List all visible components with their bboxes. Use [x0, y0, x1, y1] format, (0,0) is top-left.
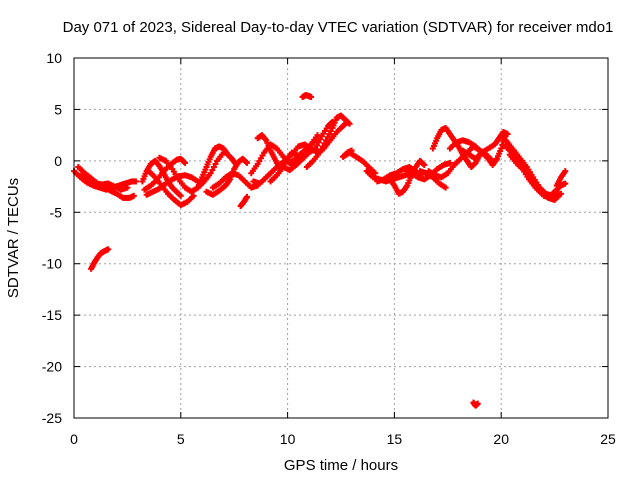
data-point-marker [244, 159, 251, 166]
x-tick-label: 5 [177, 431, 185, 447]
data-point-marker [313, 142, 320, 149]
y-tick-labels: 10 5 0 -5 -10 -15 -20 -25 [42, 50, 62, 426]
data-point-marker [348, 147, 355, 154]
data-point-marker [190, 192, 197, 199]
x-tick-label: 10 [280, 431, 296, 447]
data-point-marker [327, 128, 334, 135]
grid-lines [73, 57, 609, 419]
x-tick-label: 15 [387, 431, 403, 447]
data-point-marker [244, 193, 251, 200]
x-axis-title: GPS time / hours [284, 457, 398, 474]
x-tick-labels: 0 5 10 15 20 25 [70, 431, 616, 447]
y-tick-label: 5 [54, 101, 62, 117]
y-tick-label: -20 [42, 359, 62, 375]
plot-frame [73, 57, 609, 419]
y-tick-label: -10 [42, 256, 62, 272]
data-point-marker [326, 131, 333, 138]
data-points [71, 92, 569, 409]
y-tick-label: -15 [42, 307, 62, 323]
data-point-marker [504, 131, 511, 138]
y-tick-label: -5 [50, 204, 63, 220]
data-point-marker [315, 139, 322, 146]
data-point-marker [499, 141, 506, 148]
data-point-marker [210, 164, 217, 171]
data-point-marker [105, 246, 112, 253]
data-point-marker [212, 160, 219, 167]
x-tick-label: 25 [600, 431, 616, 447]
data-point-marker [558, 190, 565, 197]
data-point-marker [562, 180, 569, 187]
data-point-marker [562, 168, 569, 175]
data-point-marker [314, 132, 321, 139]
data-point-marker [442, 184, 449, 191]
data-point-marker [321, 140, 328, 147]
data-point-marker [498, 145, 505, 152]
y-tick-label: 10 [46, 50, 62, 66]
data-point-marker [207, 170, 214, 177]
data-point-marker [346, 120, 353, 127]
y-axis-title: SDTVAR / TECUs [5, 178, 22, 298]
data-point-marker [446, 159, 453, 166]
x-tick-label: 20 [493, 431, 509, 447]
data-point-marker [421, 161, 428, 168]
x-tick-label: 0 [70, 431, 78, 447]
data-point-marker [316, 149, 323, 156]
data-point-marker [323, 137, 330, 144]
data-point-marker [182, 159, 189, 166]
data-point-marker [318, 146, 325, 153]
y-tick-label: 0 [54, 153, 62, 169]
data-point-marker [319, 143, 326, 150]
y-tick-label: -25 [42, 410, 62, 426]
data-point-marker [177, 192, 184, 199]
data-point-marker [317, 136, 324, 143]
chart-title: Day 071 of 2023, Sidereal Day-to-day VTE… [63, 19, 614, 36]
data-point-marker [324, 134, 331, 141]
data-point-marker [209, 167, 216, 174]
data-point-marker [308, 94, 315, 101]
data-point-marker [132, 178, 139, 185]
data-point-marker [124, 184, 131, 191]
data-point-marker [130, 192, 137, 199]
data-point-marker [474, 400, 481, 407]
